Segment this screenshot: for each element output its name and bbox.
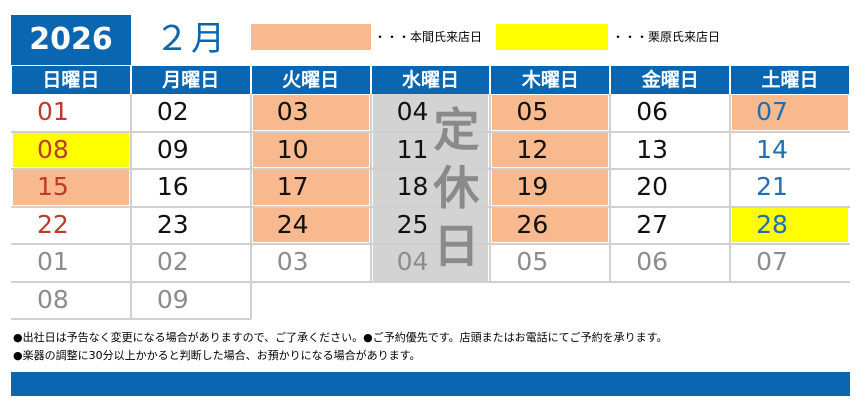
day-cell: 12 (492, 132, 609, 167)
day-cell: 13 (636, 134, 669, 164)
day-cell: 15 (13, 170, 129, 205)
day-cell: 10 (252, 132, 369, 167)
day-cell: 22 (37, 209, 69, 239)
grid-hline (11, 205, 850, 208)
day-cell: 24 (252, 207, 369, 242)
day-cell: 06 (636, 97, 669, 126)
day-cell: 09 (156, 134, 189, 164)
closed-day-label: 定 (433, 103, 480, 157)
weekday-header: 金曜日 (611, 66, 730, 94)
day-cell: 07 (756, 247, 788, 276)
day-cell: 09 (156, 284, 189, 314)
day-cell: 11 (396, 134, 429, 164)
day-cell: 01 (37, 97, 69, 126)
weekday-header: 日曜日 (12, 66, 130, 94)
day-cell: 05 (516, 247, 549, 276)
closed-day-label: 日 (433, 219, 480, 273)
month-label: ２月 (155, 19, 227, 59)
day-cell: 07 (732, 95, 848, 130)
day-cell: 26 (492, 207, 609, 242)
day-cell: 08 (37, 284, 69, 314)
grid-vline (489, 94, 492, 282)
day-cell: 04 (396, 247, 429, 276)
day-cell: 03 (276, 247, 309, 276)
day-cell: 23 (156, 209, 189, 239)
grid-hline (11, 318, 251, 320)
grid-vline (609, 94, 612, 282)
day-cell: 02 (156, 247, 189, 276)
day-cell: 28 (732, 207, 848, 242)
grid-hline (11, 280, 850, 283)
day-cell: 01 (37, 247, 69, 276)
footer-bar (11, 372, 850, 396)
day-cell: 05 (492, 95, 609, 130)
day-cell: 20 (636, 172, 669, 201)
day-cell: 16 (156, 172, 189, 201)
day-cell: 27 (636, 209, 669, 239)
weekday-header: 水曜日 (371, 66, 490, 94)
grid-hline (11, 243, 850, 245)
legend-swatch-kurihara (496, 24, 608, 50)
day-cell: 19 (492, 170, 609, 205)
grid-hline (11, 168, 850, 170)
day-cell: 04 (396, 97, 429, 126)
legend-label-honma: ・・・本間氏来店日 (374, 30, 483, 44)
closed-day-label: 休 (433, 161, 480, 215)
day-cell: 08 (13, 132, 129, 167)
day-cell: 18 (396, 172, 429, 201)
weekday-header: 土曜日 (731, 66, 849, 94)
day-cell: 14 (756, 134, 788, 164)
day-cell: 21 (756, 172, 788, 201)
legend-label-kurihara: ・・・栗原氏来店日 (612, 30, 721, 44)
day-cell: 03 (252, 95, 369, 130)
year-label: 2026 (11, 15, 131, 65)
weekday-header: 火曜日 (251, 66, 370, 94)
closed-day-band (372, 94, 489, 282)
day-cell: 02 (156, 97, 189, 126)
footnote: ●楽器の調整に30分以上かかると判断した場合、お預かりになる場合があります。 (13, 349, 421, 362)
grid-vline (729, 94, 732, 282)
day-cell: 17 (252, 170, 369, 205)
legend-swatch-honma (251, 24, 371, 50)
footnote: ●出社日は予告なく変更になる場合がありますので、ご了承ください。●ご予約優先です… (13, 331, 668, 344)
weekday-header: 月曜日 (131, 66, 250, 94)
day-cell: 06 (636, 247, 669, 276)
grid-vline (369, 94, 372, 282)
weekday-header: 木曜日 (491, 66, 610, 94)
grid-hline (11, 130, 850, 133)
day-cell: 25 (396, 209, 429, 239)
